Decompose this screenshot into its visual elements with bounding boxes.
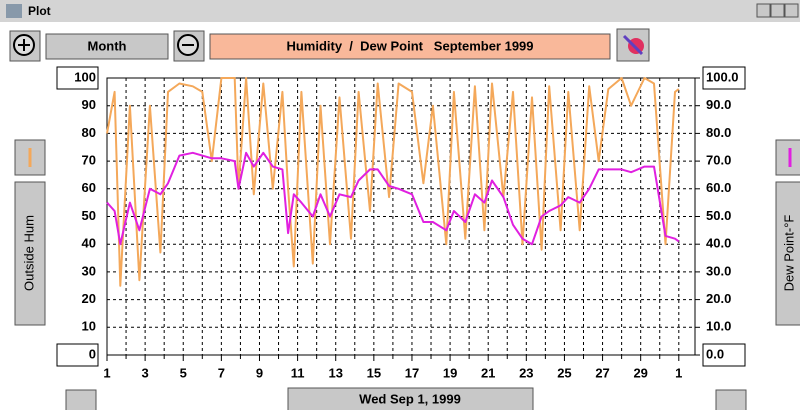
y-tick-label: 0 [89, 346, 96, 361]
y2-tick-label: 40.0 [706, 236, 731, 251]
y-tick-label: 10 [82, 319, 96, 334]
x-tick-label: 23 [519, 365, 533, 380]
x-tick-label: 3 [142, 365, 149, 380]
axis-limit-box [702, 66, 746, 90]
y-tick-label: 50 [82, 208, 96, 223]
x-tick-label: 29 [633, 365, 647, 380]
x-tick-label: 17 [405, 365, 419, 380]
dew-series-button[interactable] [775, 139, 800, 176]
y2-tick-label: 30.0 [706, 263, 731, 278]
app-icon [6, 4, 22, 18]
date-button[interactable] [287, 387, 534, 410]
y2-tick-label: 0.0 [706, 346, 724, 361]
maximize-button[interactable] [770, 3, 785, 18]
y2-tick-label: 50.0 [706, 208, 731, 223]
lock-left-button[interactable] [65, 389, 97, 410]
y-tick-label: 40 [82, 236, 96, 251]
x-tick-label: 27 [595, 365, 609, 380]
lock-right-button[interactable] [715, 389, 747, 410]
y2-tick-label: 60.0 [706, 180, 731, 195]
y-tick-label: 80 [82, 125, 96, 140]
y2-tick-label: 10.0 [706, 319, 731, 334]
x-tick-label: 5 [180, 365, 187, 380]
y-tick-label: 70 [82, 153, 96, 168]
minimize-button[interactable] [756, 3, 771, 18]
axis-limit-box [56, 343, 99, 367]
x-tick-label: 1 [675, 365, 682, 380]
series-line [106, 151, 680, 246]
zoom-in-button[interactable] [9, 30, 41, 62]
dew-axis-button[interactable] [775, 181, 800, 326]
y-tick-label: 20 [82, 291, 96, 306]
x-tick-label: 19 [443, 365, 457, 380]
y-tick-label: 100 [74, 69, 96, 84]
title-bar [0, 0, 800, 22]
y2-tick-label: 80.0 [706, 125, 731, 140]
close-button[interactable] [784, 3, 799, 18]
legend-entry: Outside Hum [21, 215, 36, 291]
axis-limit-box [56, 66, 99, 90]
y2-tick-label: 20.0 [706, 291, 731, 306]
y-tick-label: 90 [82, 97, 96, 112]
y2-tick-label: 100.0 [706, 69, 739, 84]
y2-tick-label: 90.0 [706, 97, 731, 112]
zoom-out-button[interactable] [173, 30, 205, 62]
y2-tick-label: 70.0 [706, 153, 731, 168]
x-tick-label: 25 [557, 365, 571, 380]
chart-title: Humidity / Dew Point September 1999 [286, 38, 533, 53]
x-tick-label: 9 [256, 365, 263, 380]
series-line [106, 77, 680, 287]
x-tick-label: 7 [218, 365, 225, 380]
x-tick-label: 21 [481, 365, 495, 380]
x-tick-label: 1 [103, 365, 110, 380]
axis-limit-box [702, 343, 746, 367]
legend-entry: Dew Point-°F [781, 215, 796, 292]
tool-button[interactable] [616, 28, 650, 62]
period-button[interactable] [45, 33, 169, 60]
y-tick-label: 60 [82, 180, 96, 195]
window-title: Plot [28, 4, 51, 18]
date-label: Wed Sep 1, 1999 [359, 391, 461, 406]
y-tick-label: 30 [82, 263, 96, 278]
x-tick-label: 13 [328, 365, 342, 380]
hum-axis-button[interactable] [14, 181, 46, 326]
chart-title-box [209, 33, 611, 60]
x-tick-label: 11 [291, 365, 305, 380]
period-label: Month [88, 38, 127, 53]
x-tick-label: 15 [367, 365, 381, 380]
